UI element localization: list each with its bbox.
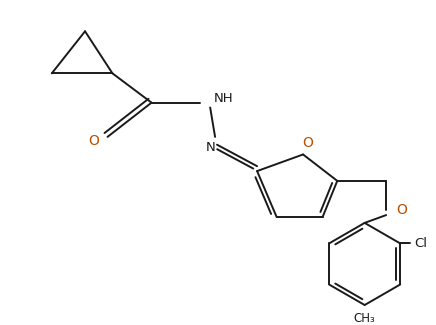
- Text: O: O: [303, 136, 313, 150]
- Text: NH: NH: [214, 92, 234, 105]
- Text: O: O: [89, 134, 99, 148]
- Text: N: N: [205, 141, 215, 154]
- Text: Cl: Cl: [414, 237, 427, 250]
- Text: CH₃: CH₃: [354, 312, 375, 325]
- Text: O: O: [396, 203, 407, 217]
